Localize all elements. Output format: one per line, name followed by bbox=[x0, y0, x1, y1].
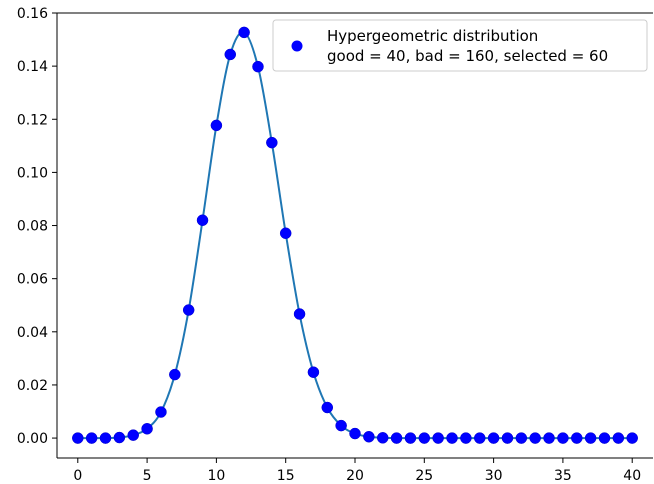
data-point bbox=[307, 366, 320, 378]
legend-label-line-1: Hypergeometric distribution bbox=[327, 27, 538, 45]
data-point bbox=[321, 401, 334, 414]
data-point bbox=[252, 60, 264, 73]
data-point bbox=[404, 432, 417, 444]
y-tick-label: 0.04 bbox=[17, 325, 48, 341]
data-point bbox=[113, 431, 126, 444]
data-point bbox=[224, 48, 237, 61]
data-point bbox=[598, 432, 611, 444]
y-tick-label: 0.10 bbox=[17, 165, 48, 181]
data-point bbox=[335, 419, 347, 432]
data-point bbox=[279, 227, 292, 239]
data-point bbox=[363, 430, 375, 443]
data-point bbox=[487, 432, 500, 444]
data-point bbox=[155, 406, 167, 418]
data-point bbox=[99, 432, 112, 444]
x-tick-label: 5 bbox=[143, 468, 152, 484]
x-tick-label: 40 bbox=[623, 468, 641, 484]
data-point bbox=[612, 432, 625, 444]
data-point bbox=[141, 423, 153, 435]
legend-label-line-2: good = 40, bad = 160, selected = 60 bbox=[327, 47, 608, 65]
data-point bbox=[127, 429, 139, 441]
fitted-curve-line bbox=[77, 31, 633, 440]
data-point bbox=[557, 432, 569, 444]
data-point bbox=[293, 308, 306, 320]
data-point bbox=[446, 432, 458, 444]
data-point bbox=[376, 432, 389, 444]
x-tick-label: 20 bbox=[346, 468, 364, 484]
data-point bbox=[418, 432, 431, 444]
x-tick-label: 25 bbox=[415, 468, 433, 484]
data-point bbox=[266, 136, 278, 149]
data-point bbox=[432, 432, 444, 444]
y-tick-label: 0.14 bbox=[17, 59, 48, 75]
data-point bbox=[529, 432, 541, 444]
y-tick-label: 0.02 bbox=[17, 378, 48, 394]
x-tick-label: 10 bbox=[207, 468, 225, 484]
data-points-group bbox=[72, 26, 638, 444]
y-tick-label: 0.16 bbox=[17, 6, 48, 22]
x-tick-label: 35 bbox=[554, 468, 572, 484]
data-point bbox=[473, 432, 486, 444]
data-point bbox=[210, 119, 223, 132]
data-point bbox=[460, 432, 472, 444]
data-point bbox=[390, 432, 403, 444]
axes: 0 5 10 15 20 25 30 35 40 0.00 0.02 0.04 0.06 0.08 0.10… bbox=[17, 6, 653, 484]
data-point bbox=[169, 368, 181, 381]
y-tick-label: 0.00 bbox=[17, 431, 48, 447]
data-point bbox=[626, 432, 638, 444]
data-point bbox=[584, 432, 597, 444]
legend-marker bbox=[291, 40, 303, 52]
fitted-curve-group bbox=[77, 31, 633, 440]
data-point bbox=[182, 304, 195, 316]
legend-box bbox=[272, 19, 648, 72]
data-point bbox=[543, 432, 555, 444]
x-tick-label: 15 bbox=[277, 468, 295, 484]
data-point bbox=[349, 427, 361, 440]
legend: Hypergeometric distribution good = 40, b… bbox=[272, 19, 648, 72]
data-point bbox=[501, 432, 514, 444]
y-tick-label: 0.12 bbox=[17, 112, 48, 128]
data-point bbox=[571, 432, 583, 444]
y-tick-label: 0.06 bbox=[17, 272, 48, 288]
x-tick-label: 0 bbox=[73, 468, 82, 484]
x-tick-label: 30 bbox=[485, 468, 503, 484]
data-point bbox=[85, 432, 98, 444]
data-point bbox=[515, 432, 528, 444]
data-point bbox=[238, 26, 250, 39]
data-point bbox=[196, 214, 209, 226]
y-tick-label: 0.08 bbox=[17, 219, 48, 235]
data-point bbox=[72, 432, 84, 444]
